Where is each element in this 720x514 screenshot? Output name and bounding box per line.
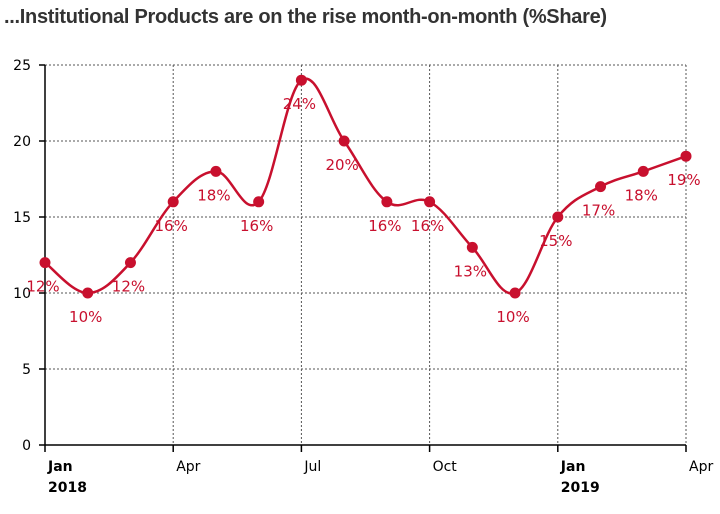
data-label: 12% xyxy=(26,278,59,296)
y-tick-label: 5 xyxy=(22,362,31,378)
data-point xyxy=(253,196,265,208)
x-tick-year: 2019 xyxy=(561,480,600,496)
x-tick-label: Oct xyxy=(433,459,458,475)
data-label: 13% xyxy=(454,262,487,280)
data-label: 10% xyxy=(69,308,102,326)
data-point xyxy=(82,287,94,299)
data-point xyxy=(509,287,521,299)
data-point xyxy=(381,196,393,208)
data-point xyxy=(680,150,692,162)
data-label: 16% xyxy=(155,217,188,235)
x-tick-label: Apr xyxy=(689,459,713,475)
y-tick-label: 25 xyxy=(13,58,31,74)
y-tick-label: 0 xyxy=(22,438,31,454)
data-point xyxy=(39,257,51,269)
chart-title: ...Institutional Products are on the ris… xyxy=(4,6,607,28)
data-point xyxy=(338,135,350,147)
data-point xyxy=(124,257,136,269)
data-label: 18% xyxy=(197,186,230,204)
x-tick-year: 2018 xyxy=(48,480,87,496)
y-tick-label: 20 xyxy=(13,134,31,150)
data-label: 15% xyxy=(539,232,572,250)
y-tick-label: 15 xyxy=(13,210,31,226)
data-point xyxy=(295,74,307,86)
data-point xyxy=(466,241,478,253)
data-point xyxy=(637,165,649,177)
y-tick-label: 10 xyxy=(13,286,31,302)
data-label: 10% xyxy=(496,308,529,326)
data-label: 17% xyxy=(582,202,615,220)
data-point xyxy=(595,181,607,193)
data-point xyxy=(424,196,436,208)
data-point xyxy=(552,211,564,223)
data-label: 16% xyxy=(411,217,444,235)
data-point xyxy=(167,196,179,208)
x-tick-label: Jan xyxy=(47,459,73,475)
data-label: 16% xyxy=(368,217,401,235)
data-label: 18% xyxy=(625,186,658,204)
data-label: 24% xyxy=(283,95,316,113)
x-tick-label: Jan xyxy=(560,459,586,475)
x-tick-label: Apr xyxy=(176,459,200,475)
data-label: 20% xyxy=(325,156,358,174)
data-label: 19% xyxy=(667,171,700,189)
data-label: 12% xyxy=(112,278,145,296)
data-point xyxy=(210,165,222,177)
x-tick-label: Jul xyxy=(303,459,321,475)
data-label: 16% xyxy=(240,217,273,235)
series-line xyxy=(44,77,687,295)
